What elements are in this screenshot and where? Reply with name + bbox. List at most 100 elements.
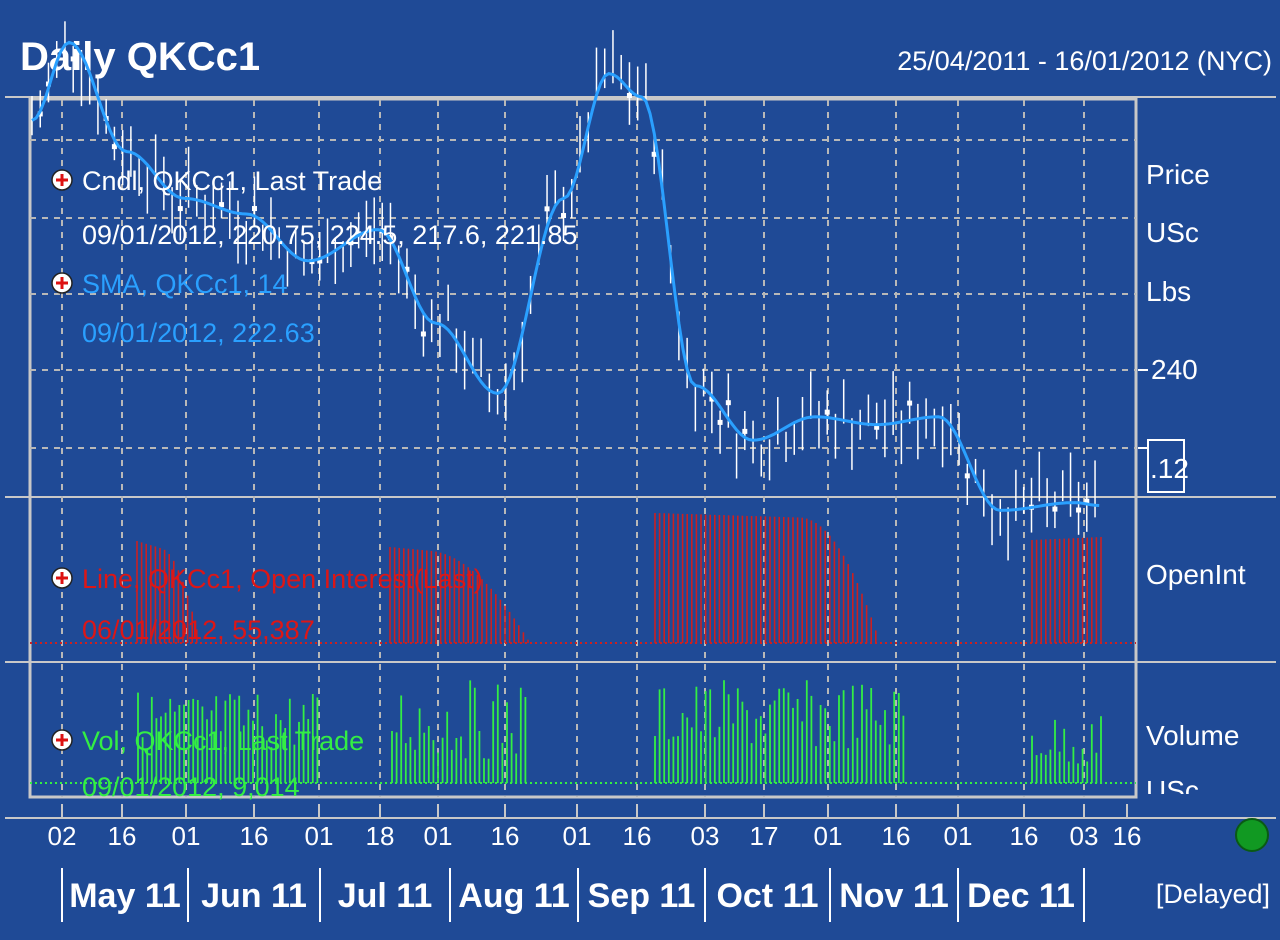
candle bbox=[1076, 481, 1082, 535]
volume-legend-title: Vol, QKCc1, Last Trade bbox=[82, 726, 364, 756]
candle-body bbox=[651, 151, 657, 157]
red-plus-icon-cross bbox=[56, 734, 68, 746]
candle bbox=[111, 126, 117, 161]
red-plus-icon-cross bbox=[56, 572, 68, 584]
grid bbox=[30, 100, 1136, 797]
month-label: Nov 11 bbox=[839, 877, 949, 915]
candle bbox=[907, 381, 913, 424]
x-tick-label: 01 bbox=[172, 821, 201, 851]
sma-series-group bbox=[31, 40, 1100, 512]
volume-legend[interactable]: Vol, QKCc1, Last Trade 09/01/2012, 9,014 bbox=[51, 726, 364, 802]
candle bbox=[1052, 491, 1058, 529]
candle bbox=[742, 411, 748, 451]
candle bbox=[70, 46, 76, 93]
candle-body bbox=[725, 400, 731, 406]
last-value-label: .12 bbox=[1150, 453, 1189, 484]
candle-body bbox=[1052, 506, 1058, 512]
month-label: Sep 11 bbox=[588, 877, 696, 915]
candle bbox=[717, 410, 723, 454]
month-label: Oct 11 bbox=[716, 877, 818, 915]
sma-legend-title: SMA, QKCc1, 14 bbox=[82, 269, 288, 299]
axis-label-usc: USc bbox=[1146, 217, 1199, 248]
x-tick-label: 01 bbox=[814, 821, 843, 851]
axis-label-lbs: Lbs bbox=[1146, 276, 1191, 307]
candle bbox=[561, 186, 567, 241]
candle-body bbox=[404, 266, 410, 272]
delayed-label: [Delayed] bbox=[1156, 879, 1270, 909]
axis-label-volume: Volume bbox=[1146, 720, 1239, 751]
oi-legend-title: Line, QKCc1, Open Interest(Last) bbox=[82, 564, 483, 594]
oi-legend-values: 06/01/2012, 55,387 bbox=[82, 615, 315, 645]
candle bbox=[420, 313, 426, 357]
candle-body bbox=[177, 206, 183, 212]
candle bbox=[824, 390, 830, 435]
red-plus-icon-cross bbox=[56, 277, 68, 289]
candle bbox=[626, 62, 632, 125]
candle-body bbox=[907, 400, 913, 406]
candle-body bbox=[709, 396, 715, 402]
candle bbox=[964, 463, 970, 506]
candle bbox=[219, 182, 225, 219]
candle-body bbox=[1084, 498, 1090, 504]
candle-body bbox=[544, 206, 550, 212]
candle-body bbox=[717, 419, 723, 425]
candle bbox=[1084, 482, 1090, 532]
candle-body bbox=[348, 240, 354, 246]
candle bbox=[348, 222, 354, 268]
candle-legend-title: Cndl, QKCc1, Last Trade bbox=[82, 166, 382, 196]
x-tick-label: 16 bbox=[1010, 821, 1039, 851]
candle bbox=[177, 178, 183, 241]
x-axis-months: May 11 Jun 11 Jul 11 Aug 11 Sep 11 Oct 11 Nov … bbox=[61, 868, 1085, 922]
x-tick-label: 01 bbox=[563, 821, 592, 851]
volume-series bbox=[30, 680, 1136, 784]
candle-body bbox=[219, 202, 225, 208]
x-tick-label: 16 bbox=[108, 821, 137, 851]
x-tick-label: 03 bbox=[1070, 821, 1099, 851]
candle-body bbox=[317, 258, 323, 264]
candle-body bbox=[561, 213, 567, 219]
month-label: Aug 11 bbox=[458, 877, 569, 915]
sma-line bbox=[31, 40, 1100, 512]
candle-body bbox=[251, 206, 257, 212]
x-tick-label: 16 bbox=[1113, 821, 1142, 851]
candle bbox=[317, 231, 323, 281]
x-tick-label: 16 bbox=[240, 821, 269, 851]
candle bbox=[874, 402, 880, 440]
axis-label-volume-unit-clip: USc bbox=[1146, 775, 1199, 806]
candle-body bbox=[420, 331, 426, 337]
axis-label-price: Price bbox=[1146, 159, 1210, 190]
axis-label-openint: OpenInt bbox=[1146, 559, 1246, 590]
open-interest-series bbox=[30, 513, 1136, 644]
candle bbox=[544, 174, 550, 230]
oi-legend[interactable]: Line, QKCc1, Open Interest(Last) 06/01/2… bbox=[51, 564, 483, 645]
candle bbox=[709, 371, 715, 434]
month-label: May 11 bbox=[69, 877, 181, 915]
candle-body bbox=[874, 424, 880, 430]
axis-label-volume-unit: USc bbox=[1146, 775, 1199, 806]
x-tick-label: 16 bbox=[882, 821, 911, 851]
month-label: Jun 11 bbox=[201, 877, 307, 915]
volume-legend-values: 09/01/2012, 9,014 bbox=[82, 772, 300, 802]
date-range: 25/04/2011 - 16/01/2012 (NYC) bbox=[897, 46, 1272, 76]
candle-body bbox=[626, 92, 632, 98]
status-led-icon bbox=[1235, 818, 1269, 852]
candle-body bbox=[1076, 507, 1082, 513]
candle-body bbox=[824, 409, 830, 415]
candle-legend[interactable]: Cndl, QKCc1, Last Trade 09/01/2012, 220.… bbox=[51, 166, 577, 250]
x-tick-label: 01 bbox=[305, 821, 334, 851]
x-tick-label: 03 bbox=[691, 821, 720, 851]
sma-legend[interactable]: SMA, QKCc1, 14 09/01/2012, 222.63 bbox=[51, 269, 315, 348]
last-value-box bbox=[1147, 439, 1185, 493]
x-tick-label: 01 bbox=[424, 821, 453, 851]
tick-label-240: 240 bbox=[1151, 354, 1198, 385]
candle-body bbox=[70, 56, 76, 62]
x-tick-label: 01 bbox=[944, 821, 973, 851]
x-tick-label: 18 bbox=[366, 821, 395, 851]
candle-body bbox=[742, 428, 748, 434]
sma-legend-values: 09/01/2012, 222.63 bbox=[82, 318, 315, 348]
x-tick-label: 02 bbox=[48, 821, 77, 851]
month-label: Dec 11 bbox=[967, 877, 1075, 915]
x-tick-label: 16 bbox=[491, 821, 520, 851]
